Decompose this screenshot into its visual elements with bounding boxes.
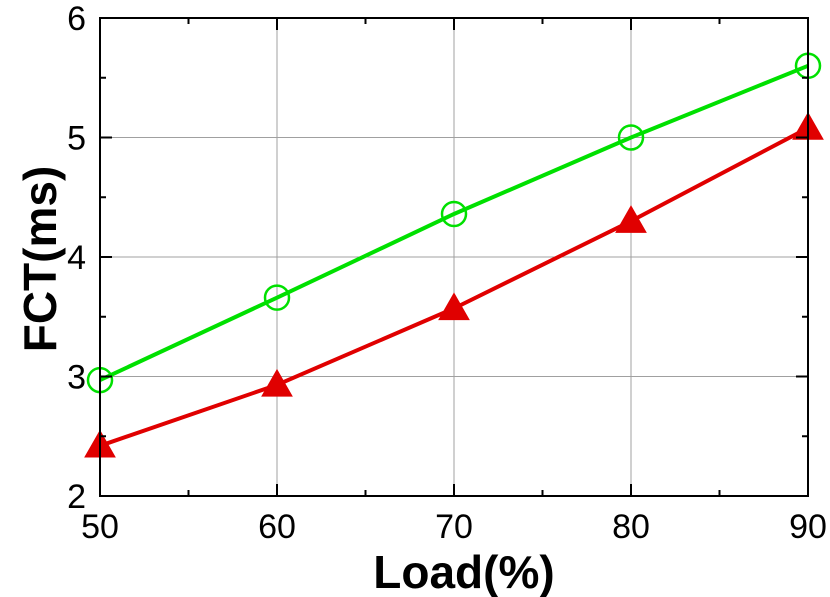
- y-tick-labels: 2 3 4 5 6: [67, 0, 86, 516]
- x-tick-label: 70: [435, 508, 473, 546]
- y-tick-label: 3: [67, 359, 86, 397]
- data-point-triangle: [438, 292, 470, 321]
- data-point-circle: [617, 124, 645, 151]
- y-tick-label: 6: [67, 0, 86, 38]
- x-tick-label: 50: [81, 508, 119, 546]
- y-tick-label: 2: [67, 478, 86, 516]
- data-point-triangle: [615, 205, 647, 233]
- data-point-circle: [263, 284, 291, 311]
- x-tick-labels: 50 60 70 80 90: [81, 508, 827, 546]
- x-tick-label: 60: [258, 508, 296, 546]
- y-tick-label: 5: [67, 120, 86, 158]
- y-tick-label: 4: [67, 239, 86, 277]
- data-point-circle: [440, 200, 468, 228]
- y-axis-title: FCT(ms): [14, 166, 66, 353]
- series-line: [99, 63, 809, 382]
- data-point-triangle: [261, 368, 293, 397]
- x-axis-title: Load(%): [373, 546, 554, 597]
- x-tick-label: 80: [612, 508, 650, 546]
- x-tick-label: 90: [789, 508, 827, 546]
- grid-lines: [100, 18, 808, 496]
- axis-ticks: [99, 17, 809, 497]
